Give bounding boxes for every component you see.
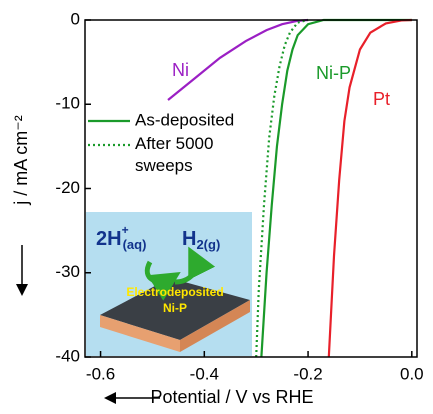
text: +: [122, 223, 129, 237]
x-tick-label: -0.2: [293, 364, 322, 383]
line: [327, 18, 412, 358]
substrate-label: Electrodeposited: [126, 285, 223, 299]
plot-frame: [84, 19, 418, 358]
y-tick-label: -10: [55, 94, 80, 113]
reaction-arrow: [144, 260, 181, 301]
inset: 2H+ (aq) H2(g) Electrodeposited Ni-P: [86, 212, 252, 356]
substrate-top: [100, 278, 250, 340]
line: [167, 18, 309, 101]
text: After 5000: [135, 134, 213, 153]
reaction-left: 2H+ (aq): [96, 223, 146, 252]
text: 2(g): [196, 237, 220, 252]
substrate-front: [100, 315, 180, 352]
reaction-arrow: [174, 246, 216, 285]
x-tick-label: -0.6: [86, 364, 115, 383]
y-axis-label: j / mA cm⁻²: [11, 115, 31, 206]
substrate-label: Ni-P: [163, 301, 187, 315]
x-tick-label: 0.0: [400, 364, 424, 383]
y-tick-label: 0: [71, 9, 80, 28]
reaction-right: H2(g): [182, 228, 220, 252]
series-label: Ni: [172, 60, 189, 80]
substrate-side: [180, 300, 250, 352]
line: [255, 18, 309, 358]
line: [260, 18, 412, 358]
x-tick-label: -0.4: [190, 364, 219, 383]
y-tick-label: -20: [55, 178, 80, 197]
text: (aq): [123, 237, 147, 252]
y-tick-label: -40: [55, 346, 80, 365]
text: H: [182, 228, 196, 250]
y-tick-label: -30: [55, 262, 80, 281]
legend-label: After 5000 sweeps: [135, 134, 213, 175]
x-axis-label: Potential / V vs RHE: [150, 387, 313, 407]
annotation: Ni-P: [316, 63, 351, 83]
text: sweeps: [135, 156, 193, 175]
legend-label: As-deposited: [135, 110, 234, 129]
text: 2H: [96, 228, 122, 250]
series-label: Pt: [373, 89, 390, 109]
